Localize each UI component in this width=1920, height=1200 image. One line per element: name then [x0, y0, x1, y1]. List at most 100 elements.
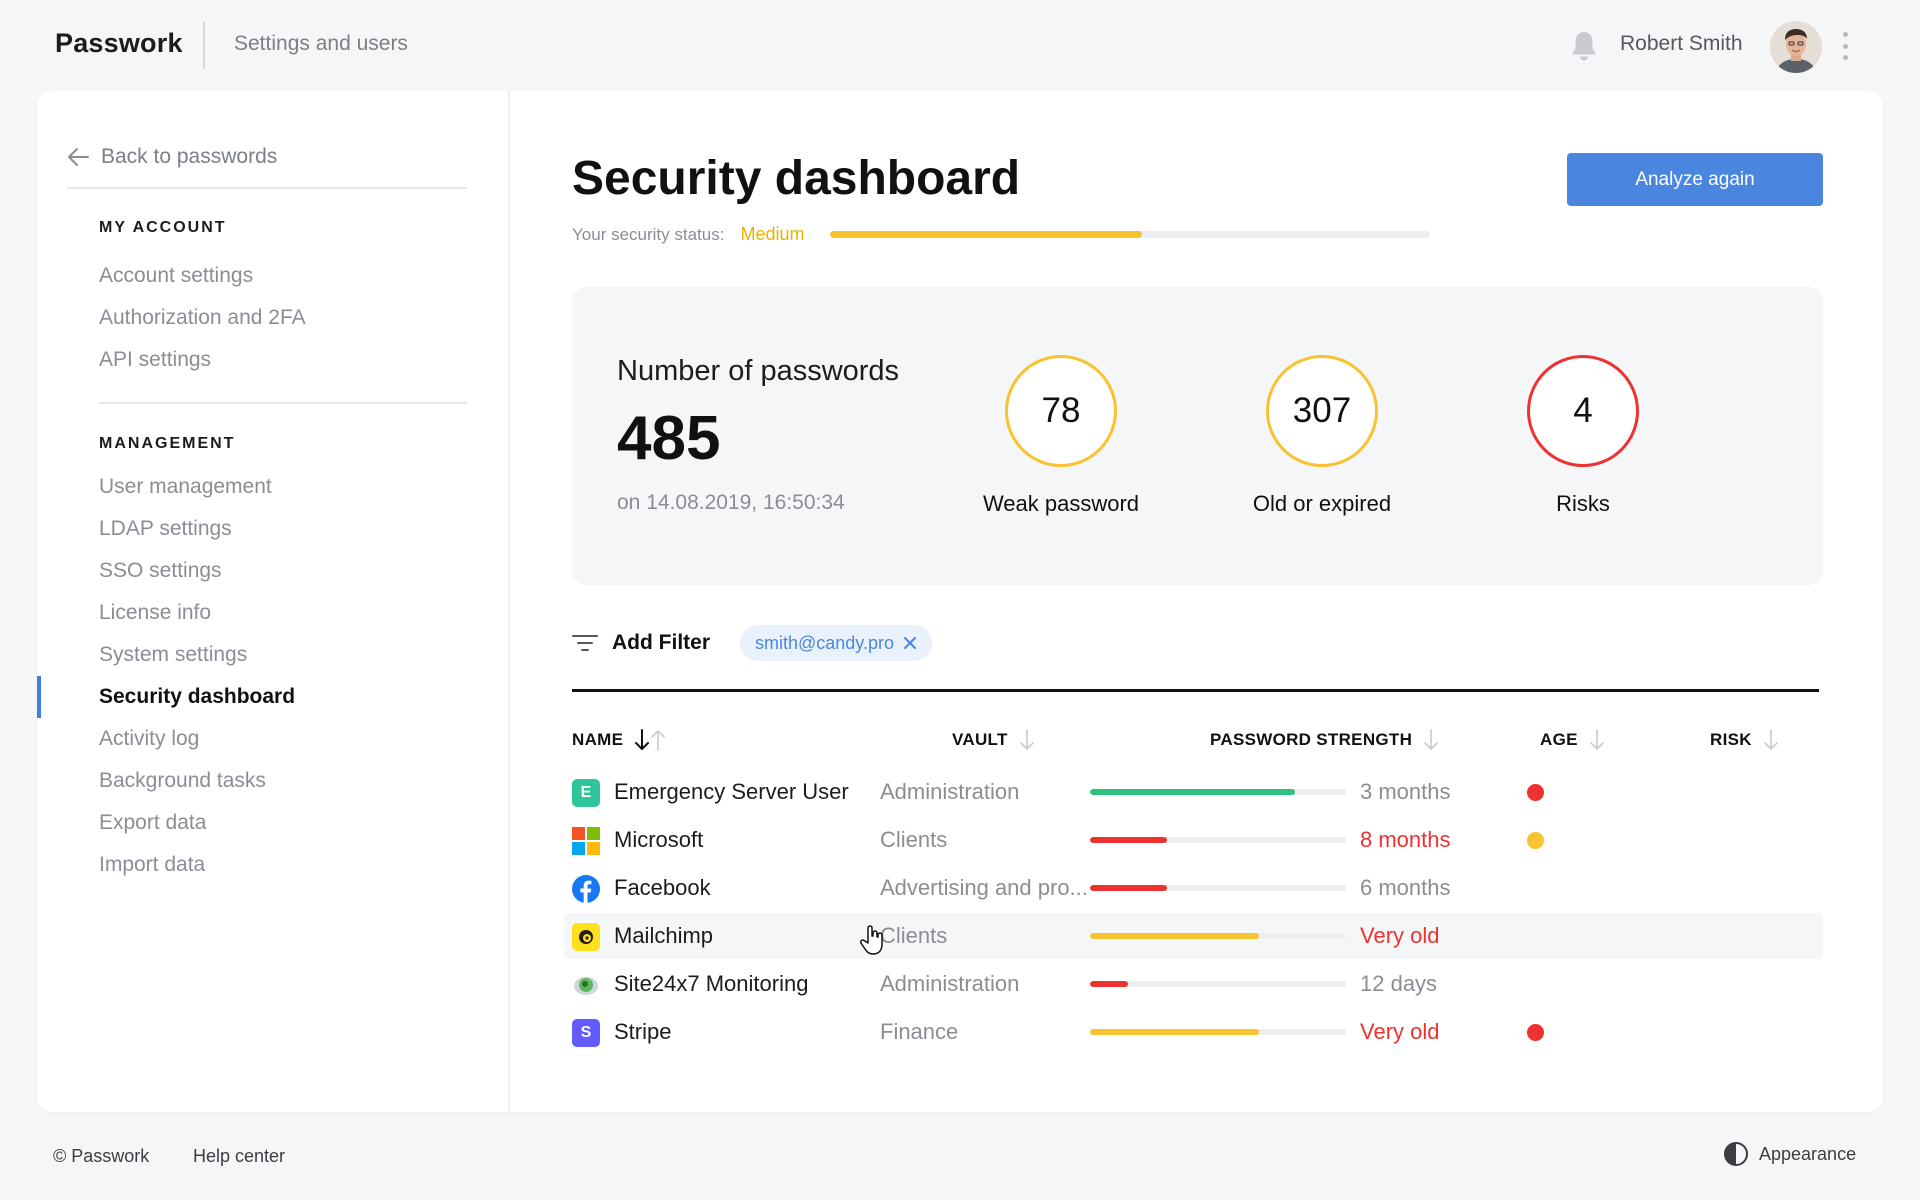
sort-down-icon [1764, 729, 1778, 750]
column-header-vault[interactable]: VAULT [952, 728, 1036, 752]
metric-circle: 307 [1266, 355, 1378, 467]
sidebar-item-export-data[interactable]: Export data [99, 811, 207, 834]
user-name[interactable]: Robert Smith [1620, 32, 1743, 55]
strength-fill [1090, 933, 1259, 939]
metric-weak-password[interactable]: 78 Weak password [961, 355, 1161, 517]
sidebar-heading-my-account: MY ACCOUNT [99, 219, 227, 236]
column-header-label: VAULT [952, 730, 1008, 749]
stripe-logo-icon: S [572, 1019, 600, 1047]
sidebar-item-account-settings[interactable]: Account settings [99, 264, 254, 287]
filter-icon [572, 635, 598, 651]
row-age: Very old [1360, 923, 1440, 948]
column-header-age[interactable]: AGE [1540, 728, 1606, 752]
sidebar-item-security-dashboard[interactable]: Security dashboard [99, 685, 296, 708]
sidebar-item-background-tasks[interactable]: Background tasks [99, 769, 266, 792]
section-title: Settings and users [234, 32, 408, 55]
sidebar-item-license-info[interactable]: License info [99, 601, 212, 624]
strength-fill [1090, 981, 1129, 987]
sidebar-item-sso-settings[interactable]: SSO settings [99, 559, 222, 582]
more-menu-icon[interactable] [1838, 32, 1852, 60]
active-item-marker [37, 676, 41, 718]
row-name: Stripe [614, 1019, 672, 1044]
help-center-link[interactable]: Help center [193, 1146, 286, 1166]
security-status: Your security status: Medium [572, 224, 1431, 245]
sort-down-icon [1019, 729, 1034, 750]
hand-cursor-icon [860, 924, 886, 956]
row-name: Site24x7 Monitoring [614, 971, 809, 996]
sort-arrows-icon [635, 729, 666, 751]
bell-icon[interactable] [1570, 30, 1598, 62]
brand-logo[interactable]: Passwork [55, 28, 183, 58]
column-header-name[interactable]: NAME [572, 728, 667, 752]
risk-dot [1527, 832, 1544, 849]
row-age: 12 days [1360, 971, 1438, 996]
column-header-label: RISK [1710, 730, 1752, 749]
sort-down-icon [1424, 729, 1438, 750]
metric-risks[interactable]: 4 Risks [1483, 355, 1683, 517]
filter-row: Add Filter smith@candy.pro [572, 625, 932, 661]
table-row[interactable]: Mailchimp Clients Very old [564, 913, 1823, 959]
risk-dot [1527, 1024, 1544, 1041]
row-name: Microsoft [614, 827, 704, 852]
row-name: Facebook [614, 875, 711, 900]
add-filter-button[interactable]: Add Filter [572, 631, 710, 655]
appearance-label: Appearance [1759, 1143, 1857, 1164]
contrast-icon [1724, 1142, 1748, 1166]
column-header-label: AGE [1540, 730, 1578, 749]
table-row[interactable]: S Stripe Finance Very old [564, 1009, 1823, 1055]
strength-bar [1090, 885, 1346, 891]
row-age: 3 months [1360, 779, 1451, 804]
metric-old-or-expired[interactable]: 307 Old or expired [1222, 355, 1422, 517]
back-link-label: Back to passwords [101, 145, 278, 168]
table-divider [572, 689, 1819, 692]
row-age: 8 months [1360, 827, 1451, 852]
passwords-count-label: Number of passwords [617, 355, 900, 387]
table-row[interactable]: Facebook Advertising and pro... 6 months [564, 865, 1823, 911]
table-row[interactable]: E Emergency Server User Administration 3… [564, 769, 1823, 815]
facebook-logo-icon [572, 875, 600, 903]
strength-fill [1090, 837, 1167, 843]
status-progress-fill [830, 231, 1143, 238]
close-icon[interactable] [902, 635, 918, 651]
sidebar-item-api-settings[interactable]: API settings [99, 348, 212, 371]
sidebar-item-activity-log[interactable]: Activity log [99, 727, 200, 750]
table-row[interactable]: Microsoft Clients 8 months [564, 817, 1823, 863]
metric-circle: 78 [1005, 355, 1117, 467]
brand-divider [203, 22, 205, 69]
status-label: Your security status: [572, 224, 725, 244]
sidebar-item-authorization-2fa[interactable]: Authorization and 2FA [99, 306, 306, 329]
microsoft-logo-icon [572, 827, 600, 855]
risk-dot [1527, 784, 1544, 801]
row-name: Mailchimp [614, 923, 714, 948]
passwords-count-date: on 14.08.2019, 16:50:34 [617, 491, 845, 514]
content-area: Security dashboard Analyze again Your se… [510, 91, 1883, 1112]
filter-chip-label: smith@candy.pro [755, 632, 894, 653]
add-filter-label: Add Filter [612, 631, 710, 654]
row-age: 6 months [1360, 875, 1451, 900]
column-header-password-strength[interactable]: PASSWORD STRENGTH [1210, 728, 1440, 752]
arrow-left-icon [68, 148, 89, 166]
sidebar-item-user-management[interactable]: User management [99, 475, 272, 498]
strength-fill [1090, 885, 1167, 891]
sidebar-item-import-data[interactable]: Import data [99, 853, 206, 876]
row-vault: Advertising and pro... [880, 875, 1088, 900]
sidebar-item-ldap-settings[interactable]: LDAP settings [99, 517, 232, 540]
row-age: Very old [1360, 1019, 1440, 1044]
column-header-label: NAME [572, 730, 624, 749]
main-card: Back to passwords MY ACCOUNT Account set… [37, 91, 1883, 1112]
strength-bar [1090, 933, 1346, 939]
strength-bar [1090, 1029, 1346, 1035]
metric-label: Risks [1556, 491, 1610, 516]
avatar[interactable] [1770, 21, 1822, 73]
site24x7-logo-icon [572, 971, 600, 999]
analyze-again-button[interactable]: Analyze again [1567, 153, 1823, 206]
table-row[interactable]: Site24x7 Monitoring Administration 12 da… [564, 961, 1823, 1007]
emergency-server-user-icon: E [572, 779, 600, 807]
column-header-risk[interactable]: RISK [1710, 728, 1780, 752]
appearance-toggle[interactable]: Appearance [1723, 1141, 1856, 1167]
footer-copyright: © Passwork [53, 1146, 150, 1166]
sidebar-divider [67, 187, 467, 189]
sidebar-item-system-settings[interactable]: System settings [99, 643, 248, 666]
back-to-passwords-link[interactable]: Back to passwords [67, 145, 277, 169]
strength-fill [1090, 789, 1295, 795]
